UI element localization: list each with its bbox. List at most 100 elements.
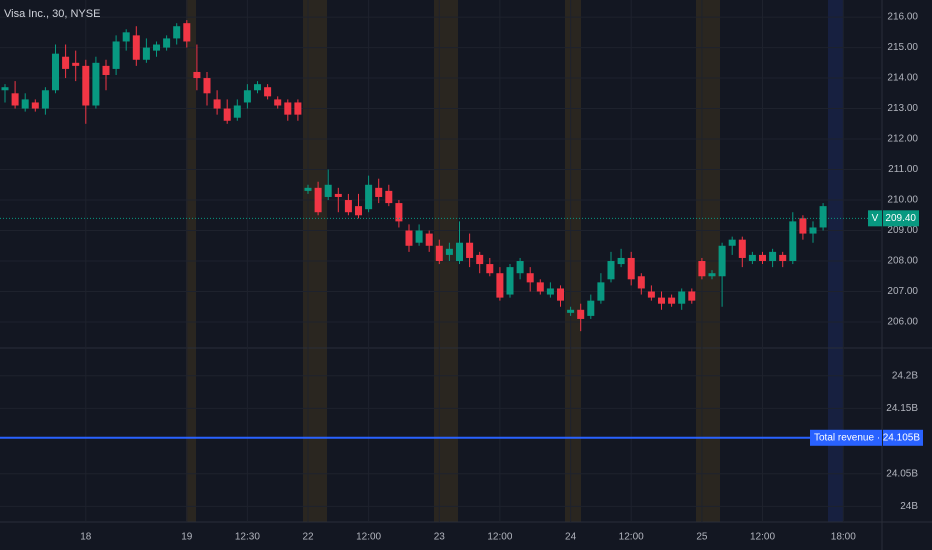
x-tick-label: 18:00	[831, 532, 856, 543]
x-tick-label: 12:00	[750, 532, 775, 543]
candle-body	[405, 230, 413, 246]
candle-body	[395, 203, 403, 222]
y-tick-label: 208.00	[887, 256, 918, 267]
x-tick-label: 22	[302, 532, 314, 543]
candle-body	[102, 65, 110, 76]
candle-body	[587, 300, 595, 316]
candle-body	[637, 276, 645, 289]
candle-body	[708, 273, 716, 277]
y-tick-label: 211.00	[888, 164, 918, 175]
candle-body	[546, 288, 554, 295]
candle-body	[617, 257, 625, 265]
candle-body	[355, 206, 362, 216]
candle-body	[334, 193, 342, 197]
candle-body	[385, 190, 393, 204]
candle-body	[1, 87, 9, 91]
candle-body	[779, 254, 787, 262]
candle-body	[173, 26, 181, 39]
candle-body	[809, 227, 817, 234]
candle-body	[557, 288, 564, 301]
candle-body	[153, 44, 160, 51]
candle-body	[738, 239, 746, 258]
candle-body	[759, 254, 766, 262]
chart-title: Visa Inc., 30, NYSE	[4, 8, 100, 20]
candle-body	[62, 56, 70, 69]
candle-body	[486, 264, 494, 274]
candle-body	[163, 38, 171, 48]
y-tick-label: 212.00	[887, 134, 918, 145]
candle-body	[213, 99, 221, 109]
x-tick-label: 12:00	[487, 532, 512, 543]
candle-body	[597, 282, 605, 301]
y-tick-label: 216.00	[887, 12, 918, 23]
candle-body	[132, 35, 140, 60]
x-tick-label: 12:00	[356, 532, 381, 543]
candle-body	[375, 187, 383, 197]
y-tick-label: 24B	[900, 501, 918, 512]
symbol-badge	[868, 210, 882, 227]
candle-body	[678, 291, 686, 304]
candle-body	[819, 206, 827, 228]
candle-body	[11, 93, 19, 106]
candle-body	[415, 230, 423, 243]
candle-body	[577, 309, 585, 319]
candle-body	[698, 261, 706, 277]
candle-body	[526, 273, 534, 283]
candle-body	[122, 32, 130, 42]
x-tick-label: 19	[181, 532, 193, 543]
candle-body	[536, 282, 544, 292]
candle-body	[233, 105, 241, 118]
y-tick-label: 213.00	[887, 103, 918, 114]
value-badge	[883, 429, 923, 446]
candle-body	[21, 99, 29, 109]
candle-body	[183, 23, 191, 42]
candle-body	[314, 187, 322, 213]
last-price-badge	[883, 210, 919, 227]
y-tick-label: 24.2B	[892, 370, 918, 381]
candle-body	[466, 242, 474, 258]
candle-body	[284, 102, 292, 115]
series-name-badge	[810, 429, 882, 446]
candle-body	[516, 261, 524, 274]
y-tick-label: 24.15B	[886, 403, 918, 414]
x-tick-label: 25	[696, 532, 708, 543]
candle-body	[223, 108, 231, 121]
last-price-label: 209.40	[885, 213, 916, 224]
candle-body	[243, 90, 251, 103]
x-tick-label: 18	[80, 532, 92, 543]
value-label: 24.105B	[883, 432, 921, 443]
candle-body	[435, 245, 443, 262]
candle-body	[52, 53, 59, 91]
candle-body	[344, 200, 352, 213]
candle-body	[203, 78, 211, 94]
x-tick-label: 23	[434, 532, 446, 543]
x-tick-label: 12:30	[235, 532, 260, 543]
candle-body	[425, 233, 433, 246]
legend-label: Total revenue · FY	[814, 432, 896, 443]
x-tick-label: 24	[565, 532, 577, 543]
y-tick-label: 209.00	[887, 225, 918, 236]
candle-body	[476, 254, 484, 265]
candle-body	[658, 297, 665, 304]
candle-body	[193, 71, 201, 79]
y-tick-label: 207.00	[887, 286, 918, 297]
y-tick-label: 215.00	[887, 42, 918, 53]
candle-body	[31, 102, 39, 109]
candle-body	[789, 221, 797, 262]
y-tick-label: 210.00	[887, 195, 918, 206]
y-tick-label: 206.00	[887, 317, 918, 328]
candle-body	[294, 102, 302, 115]
candle-body	[112, 41, 120, 69]
candle-body	[304, 187, 312, 191]
candle-body	[365, 184, 373, 210]
candle-body	[445, 248, 453, 255]
candle-body	[688, 291, 696, 301]
candle-body	[799, 218, 807, 234]
candle-body	[324, 184, 332, 197]
candle-body	[274, 99, 282, 106]
candle-body	[627, 257, 635, 280]
candle-body	[41, 90, 49, 109]
candle-body	[647, 291, 655, 298]
